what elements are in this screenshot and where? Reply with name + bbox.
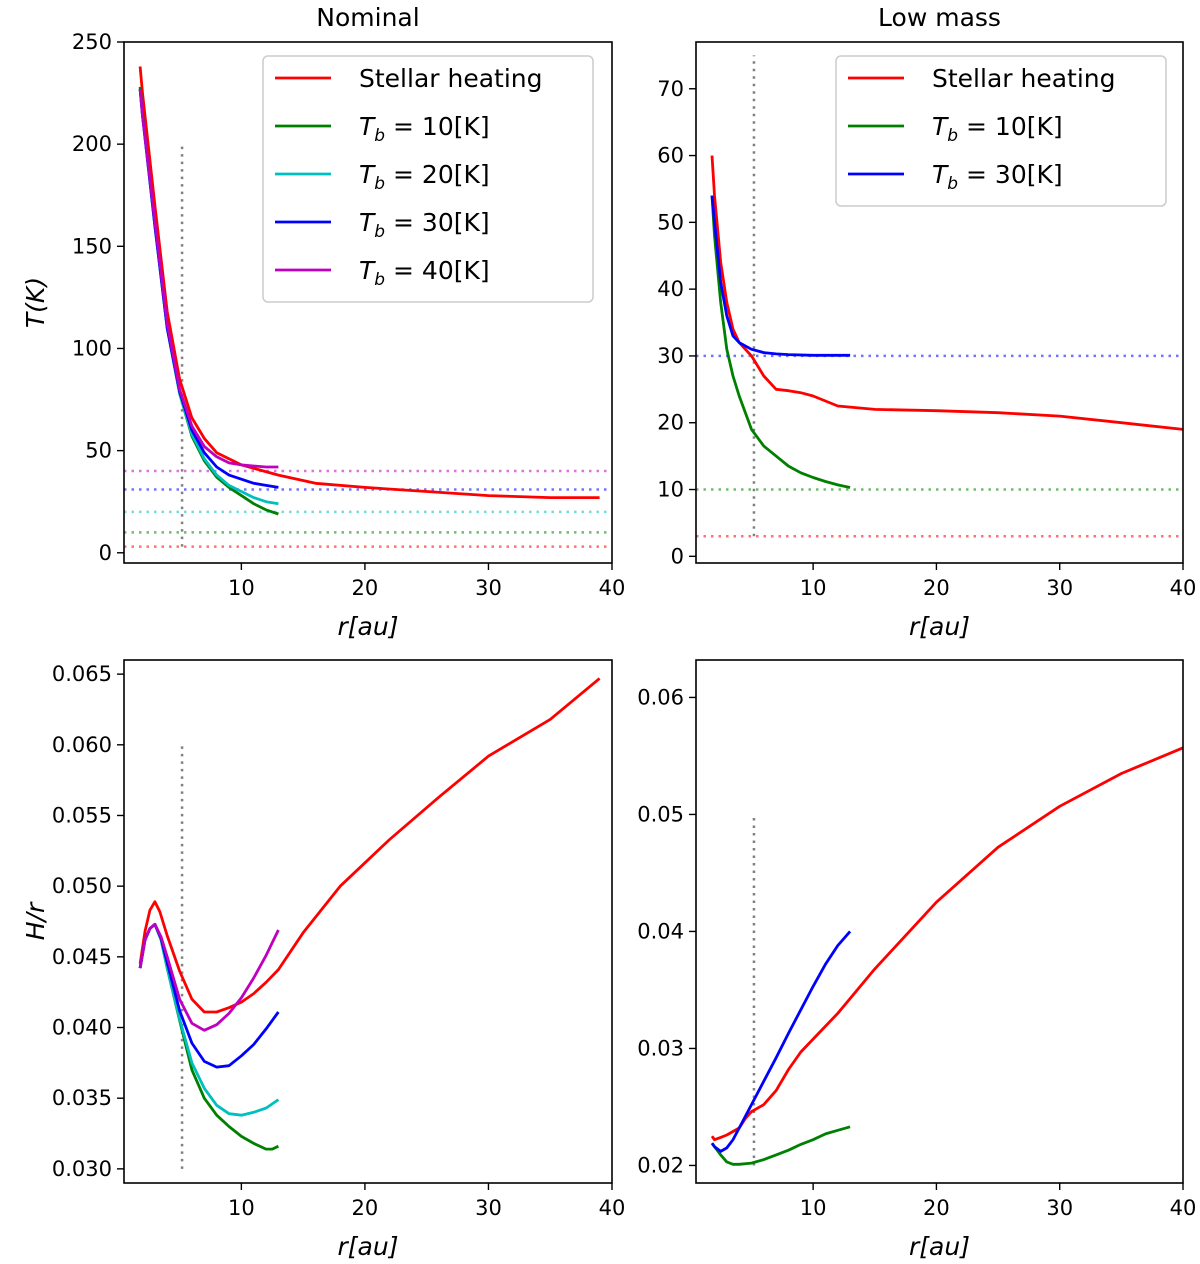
y-tick-label: 0.055	[52, 803, 112, 827]
series-t-b-10-k	[710, 195, 851, 489]
series-t-b-30-k	[138, 922, 280, 1069]
legend-box	[262, 55, 594, 303]
y-tick-label: 70	[657, 77, 684, 101]
y-tick-label: 150	[72, 234, 112, 258]
x-tick-label: 40	[1170, 576, 1197, 600]
y-tick-label: 0	[99, 541, 112, 565]
x-tick-label: 40	[599, 576, 626, 600]
series-t-b-30-k	[138, 88, 279, 489]
y-tick-label: 0.02	[637, 1153, 684, 1177]
legend-label: Tb = 30[K]	[932, 160, 1063, 194]
series-t-b-40-k	[138, 922, 280, 1032]
legend: Stellar heating Tb = 10[K] Tb = 30[K]	[835, 55, 1167, 207]
y-tick-label: 250	[72, 30, 112, 54]
legend-label: Stellar heating	[359, 64, 543, 93]
y-axis-label: T(K)	[21, 277, 50, 328]
x-tick-label: 10	[800, 576, 827, 600]
y-tick-label: 0.030	[52, 1157, 112, 1181]
series-stellar-heating	[138, 66, 600, 499]
chart-panel-2: 10 20 30 40 0 10 20 30 40 50 60 70 Low mass r[au] Stel…	[657, 3, 1196, 641]
chart-panel-1: 10 20 30 40 0 50 100 150 200 250 Nominal r[au] T(K) S…	[21, 3, 625, 641]
y-tick-label: 100	[72, 336, 112, 360]
series-t-b-30-k	[710, 930, 852, 1153]
legend-box	[835, 55, 1167, 207]
series-t-b-20-k	[138, 88, 279, 506]
x-axis-label: r[au]	[338, 1232, 399, 1261]
y-tick-label: 0.03	[637, 1036, 684, 1060]
x-axis-label: r[au]	[909, 1232, 970, 1261]
y-tick-label: 0.065	[52, 662, 112, 686]
series-t-b-10-k	[138, 922, 280, 1151]
x-tick-label: 10	[800, 1196, 827, 1220]
y-tick-label: 50	[85, 439, 112, 463]
x-axis-label: r[au]	[909, 612, 970, 641]
x-tick-label: 30	[475, 576, 502, 600]
y-tick-label: 0.05	[637, 802, 684, 826]
plot-frame	[123, 41, 613, 564]
x-tick-label: 30	[1046, 576, 1073, 600]
y-tick-label: 0.045	[52, 945, 112, 969]
y-tick-label: 10	[657, 478, 684, 502]
x-tick-label: 10	[228, 576, 255, 600]
series-t-b-20-k	[138, 922, 280, 1117]
x-tick-label: 40	[599, 1196, 626, 1220]
y-tick-label: 0.040	[52, 1016, 112, 1040]
y-tick-label: 0.050	[52, 874, 112, 898]
legend-label: Tb = 30[K]	[359, 208, 490, 242]
y-tick-label: 0.04	[637, 919, 684, 943]
y-tick-label: 40	[657, 277, 684, 301]
x-axis-label: r[au]	[338, 612, 399, 641]
legend: Stellar heating Tb = 10[K] Tb = 20[K] Tb = …	[262, 55, 594, 303]
y-tick-label: 0.035	[52, 1086, 112, 1110]
x-tick-label: 10	[228, 1196, 255, 1220]
x-tick-label: 30	[475, 1196, 502, 1220]
series-stellar-heating	[710, 746, 1183, 1142]
x-tick-label: 20	[352, 1196, 379, 1220]
x-tick-label: 20	[923, 576, 950, 600]
y-tick-label: 60	[657, 144, 684, 168]
plot-frame	[123, 659, 613, 1184]
legend-label: Tb = 10[K]	[359, 112, 490, 146]
y-tick-label: 0	[671, 544, 684, 568]
y-axis-label: H/r	[21, 901, 50, 940]
series-t-b-40-k	[138, 88, 279, 469]
series-stellar-heating	[138, 677, 601, 1014]
x-tick-label: 30	[1046, 1196, 1073, 1220]
y-tick-label: 0.06	[637, 685, 684, 709]
y-tick-label: 50	[657, 210, 684, 234]
legend-label: Stellar heating	[932, 64, 1116, 93]
series-t-b-10-k	[710, 1125, 851, 1166]
chart-title: Nominal	[316, 3, 419, 32]
legend-label: Tb = 10[K]	[932, 112, 1063, 146]
x-tick-label: 20	[352, 576, 379, 600]
series-stellar-heating	[710, 155, 1183, 431]
x-tick-label: 20	[923, 1196, 950, 1220]
series-t-b-30-k	[710, 195, 851, 357]
chart-title: Low mass	[878, 3, 1001, 32]
plot-frame	[695, 41, 1184, 564]
y-tick-label: 20	[657, 411, 684, 435]
y-tick-label: 200	[72, 132, 112, 156]
y-tick-label: 30	[657, 344, 684, 368]
chart-panel-3: 10 20 30 40 0.030 0.035 0.040 0.045 0.050 0.055 0.…	[21, 659, 626, 1261]
x-tick-label: 40	[1170, 1196, 1197, 1220]
y-tick-label: 0.060	[52, 733, 112, 757]
legend-label: Tb = 20[K]	[359, 160, 490, 194]
legend-label: Tb = 40[K]	[359, 256, 490, 290]
plot-frame	[695, 659, 1184, 1184]
chart-panel-4: 10 20 30 40 0.02 0.03 0.04 0.05 0.06 r[au]	[637, 659, 1197, 1261]
